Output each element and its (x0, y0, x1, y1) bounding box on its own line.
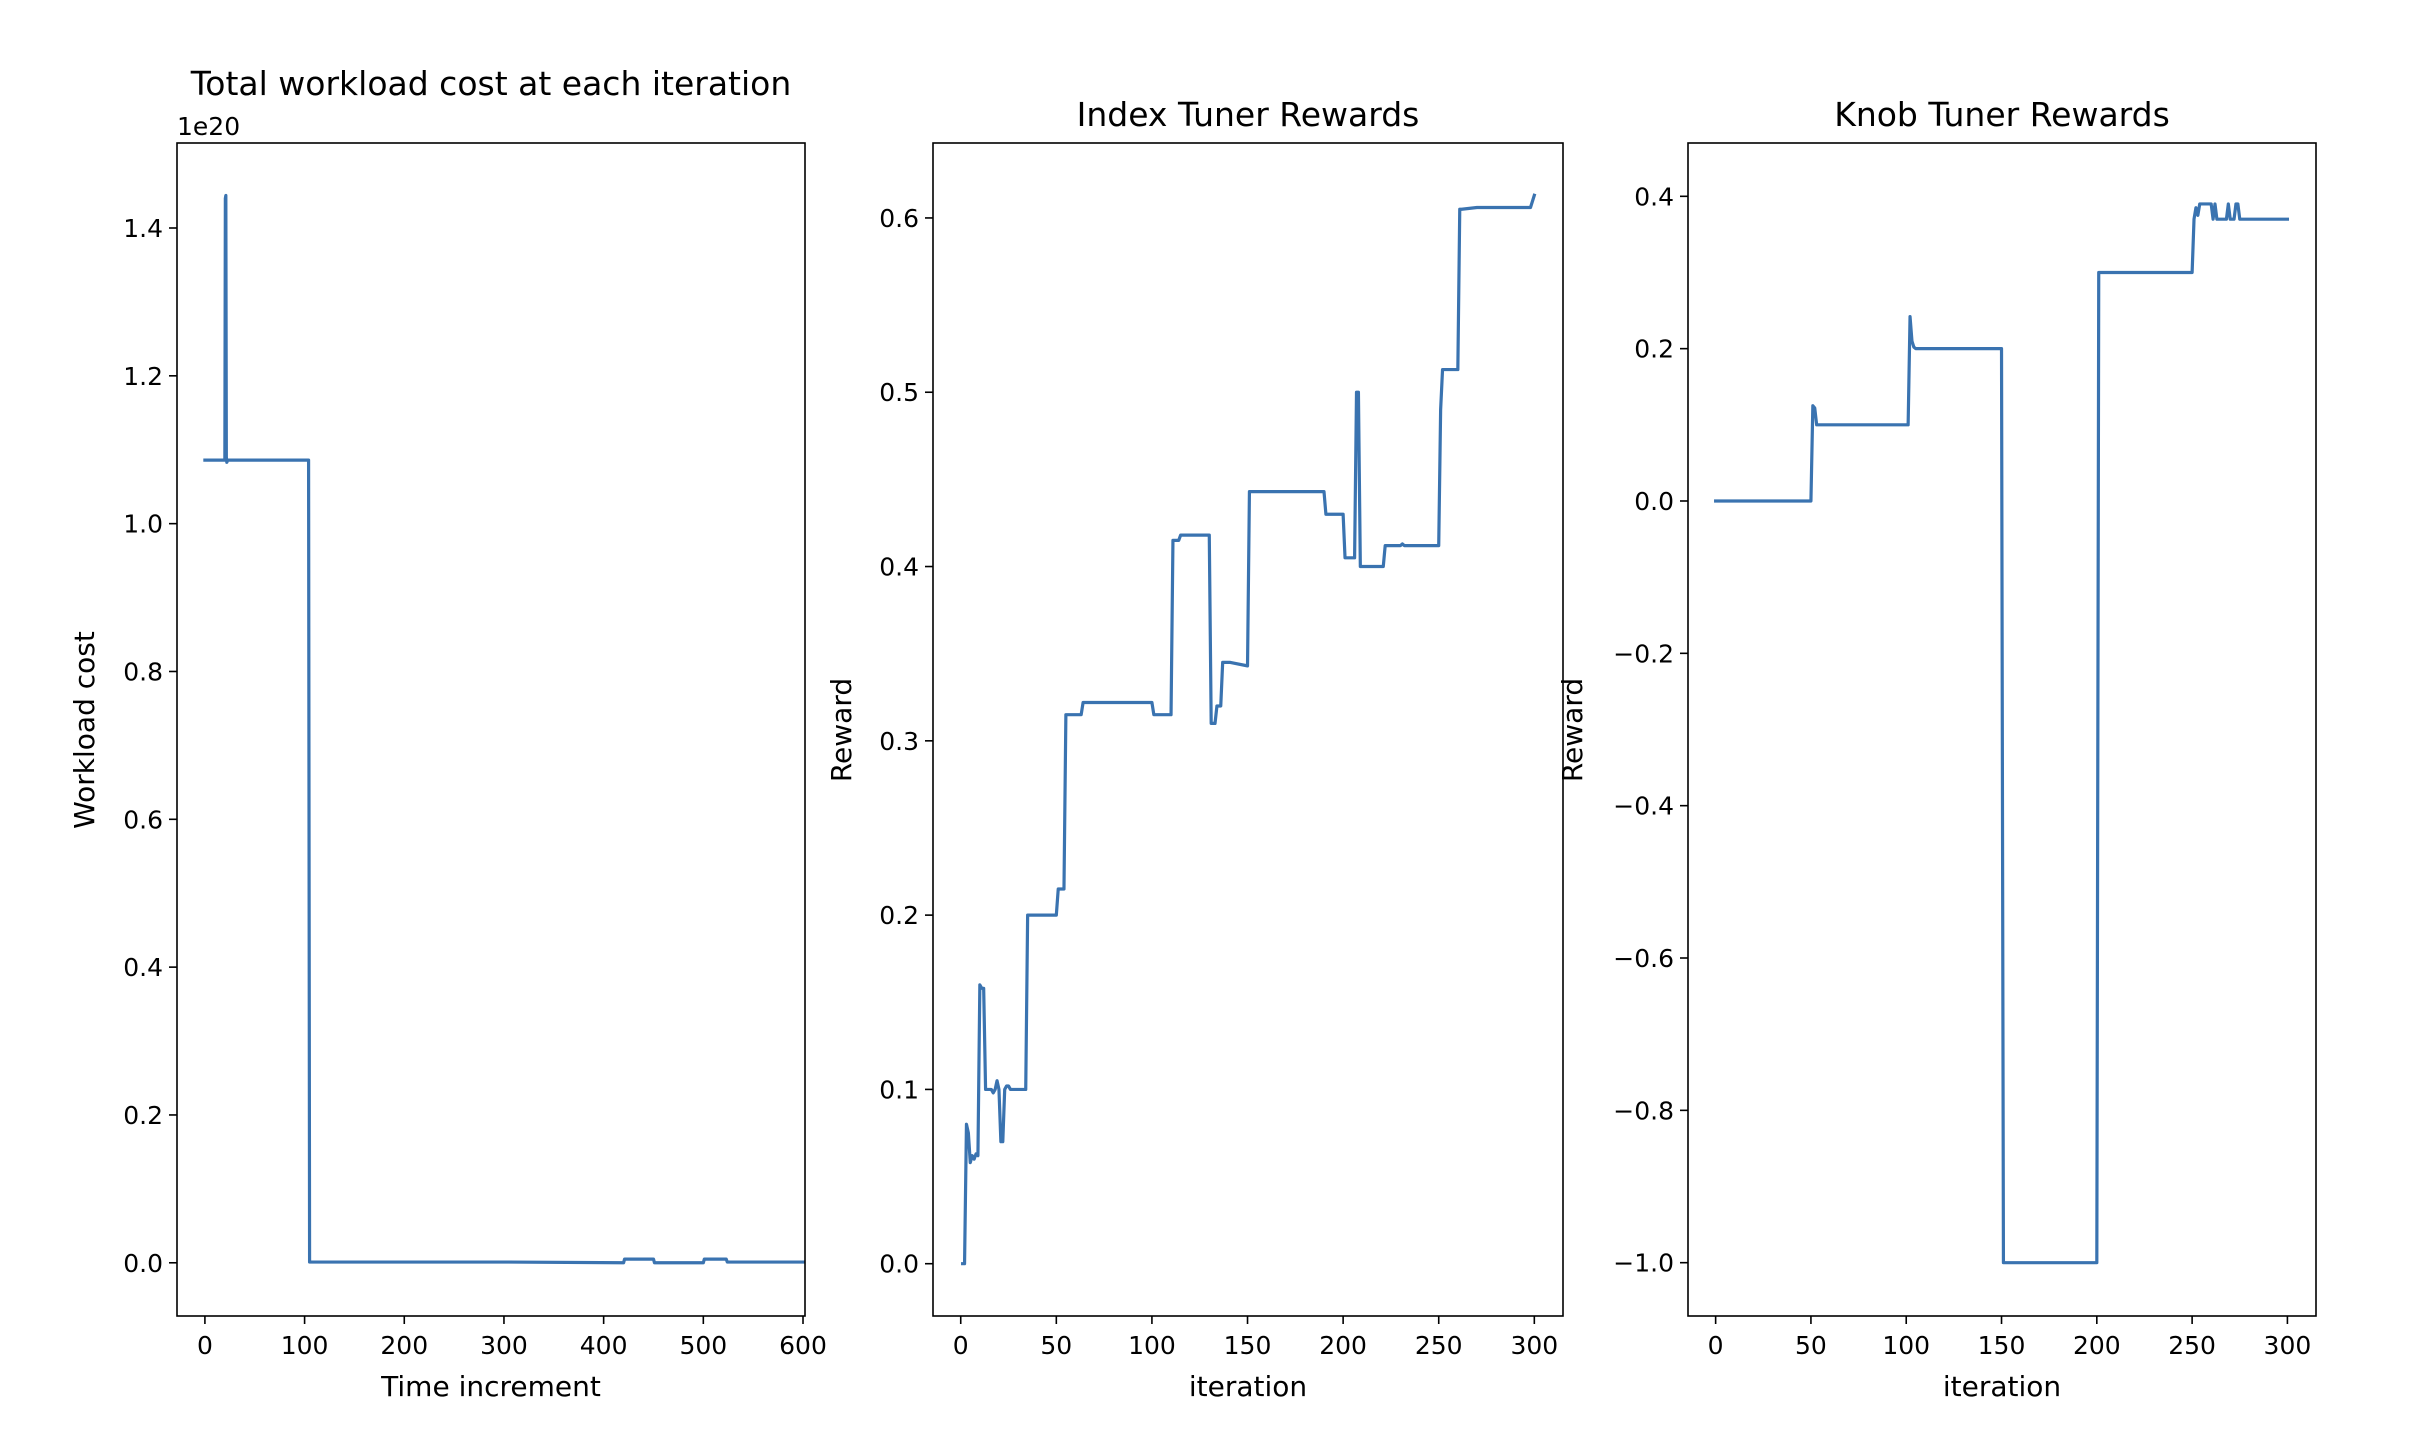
y-tick-label: 0.1 (879, 1075, 919, 1104)
y-tick-label: −1.0 (1613, 1249, 1674, 1278)
y-tick-label: 0.0 (879, 1250, 919, 1279)
x-tick-label: 150 (1978, 1331, 2026, 1360)
x-tick-label: 0 (1708, 1331, 1724, 1360)
y-tick-label: 0.0 (123, 1249, 163, 1278)
y-axis-label: Reward (825, 678, 858, 782)
y-tick-label: 0.3 (879, 727, 919, 756)
chart-knob-tuner-rewards: Knob Tuner Rewards iteration Reward 0 50 1… (1556, 95, 2317, 1403)
y-tick-label: 0.4 (123, 953, 163, 982)
chart-title: Knob Tuner Rewards (1834, 95, 2170, 134)
x-tick-label: 0 (953, 1331, 969, 1360)
x-tick-label: 100 (1882, 1331, 1930, 1360)
y-tick-label: 0.5 (879, 378, 919, 407)
x-tick-label: 300 (2264, 1331, 2312, 1360)
x-tick-label: 100 (1128, 1331, 1176, 1360)
y-tick-label: 0.4 (879, 553, 919, 582)
x-tick-label: 50 (1795, 1331, 1827, 1360)
y-tick-label: 0.2 (1634, 335, 1674, 364)
chart-workload-cost: Total workload cost at each iteration 1e… (68, 64, 827, 1403)
x-tick-label: 250 (2168, 1331, 2216, 1360)
x-tick-label: 600 (779, 1331, 827, 1360)
y-axis-label: Workload cost (68, 631, 101, 829)
y-tick-label: −0.2 (1613, 639, 1674, 668)
y-tick-label: 0.4 (1634, 182, 1674, 211)
series-line (1714, 202, 2290, 1265)
y-tick-label: 0.6 (879, 204, 919, 233)
x-tick-label: 400 (580, 1331, 628, 1360)
series-line (961, 193, 1537, 1266)
x-tick-label: 300 (480, 1331, 528, 1360)
x-tick-label: 500 (679, 1331, 727, 1360)
axes-frame (932, 142, 1564, 1317)
x-axis-label: iteration (1189, 1370, 1307, 1403)
x-tick-label: 0 (197, 1331, 213, 1360)
y-tick-label: −0.4 (1613, 792, 1674, 821)
y-tick-label: 0.2 (123, 1101, 163, 1130)
x-axis-label: iteration (1943, 1370, 2061, 1403)
y-tick-label: 0.0 (1634, 487, 1674, 516)
chart-title: Total workload cost at each iteration (190, 64, 792, 103)
y-tick-label: 0.2 (879, 901, 919, 930)
x-tick-label: 300 (1510, 1331, 1558, 1360)
x-tick-label: 200 (380, 1331, 428, 1360)
x-tick-label: 100 (281, 1331, 329, 1360)
x-tick-label: 250 (1415, 1331, 1463, 1360)
axes-frame (176, 142, 806, 1317)
x-tick-label: 200 (2073, 1331, 2121, 1360)
y-tick-label: 0.6 (123, 805, 163, 834)
y-tick-label: 0.8 (123, 657, 163, 686)
y-tick-label: 1.4 (123, 214, 163, 243)
x-axis-label: Time increment (380, 1370, 601, 1403)
y-axis-label: Reward (1556, 678, 1589, 782)
y-offset-label: 1e20 (177, 112, 240, 141)
x-tick-label: 50 (1040, 1331, 1072, 1360)
chart-index-tuner-rewards: Index Tuner Rewards iteration Reward 0 50… (825, 95, 1564, 1403)
y-tick-label: −0.6 (1613, 944, 1674, 973)
y-tick-label: 1.0 (123, 510, 163, 539)
y-tick-label: −0.8 (1613, 1096, 1674, 1125)
x-tick-label: 150 (1224, 1331, 1272, 1360)
series-line (203, 193, 805, 1265)
y-tick-label: 1.2 (123, 362, 163, 391)
x-tick-label: 200 (1319, 1331, 1367, 1360)
chart-title: Index Tuner Rewards (1077, 95, 1420, 134)
